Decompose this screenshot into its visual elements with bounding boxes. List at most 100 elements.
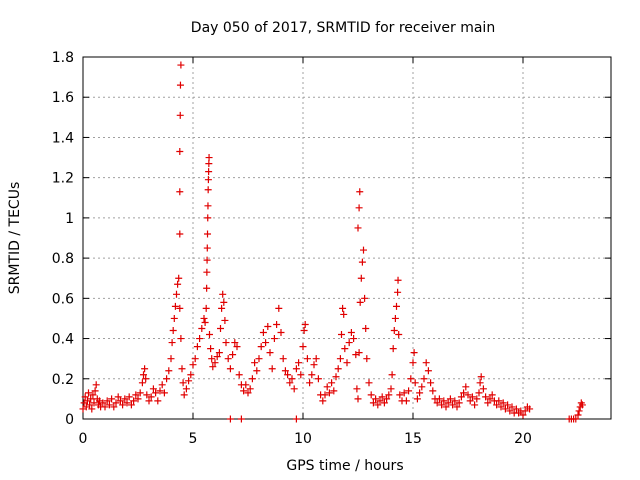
data-point [87,395,95,403]
data-point [292,365,300,373]
data-point [374,401,382,409]
data-point [405,387,413,395]
data-point [389,345,397,353]
data-point [160,389,168,397]
data-point [222,339,230,347]
data-point [455,399,463,407]
data-point [350,335,358,343]
axis-ticks [82,56,611,420]
data-point [123,399,131,407]
data-point [424,367,432,375]
data-point [506,407,514,415]
data-point [176,81,184,89]
data-point [369,399,377,407]
data-point [372,395,380,403]
data-point [575,407,583,415]
data-point [240,387,248,395]
data-point [284,371,292,379]
data-point [92,381,100,389]
data-point [362,325,370,332]
data-point [343,359,351,367]
data-point [355,204,363,212]
data-point [224,355,232,363]
x-tick-label: 10 [294,431,312,447]
data-point [196,335,204,343]
data-point [202,304,210,312]
data-point [394,288,402,296]
data-point [440,397,448,405]
data-point [251,359,259,367]
data-point [299,343,307,351]
data-point [453,403,461,411]
data-point [409,359,417,367]
data-point [167,355,175,363]
data-point [205,168,213,176]
data-point [468,393,476,401]
data-point [220,298,228,306]
data-point [229,351,237,359]
data-point [367,391,375,399]
data-point [462,383,470,391]
data-point [504,401,512,409]
data-point [292,415,300,423]
data-point [176,188,184,196]
data-point [488,391,496,399]
data-point [191,355,199,363]
data-point [176,230,184,238]
data-point [147,393,155,401]
y-tick-label: 0.6 [52,291,74,307]
data-point [253,367,261,375]
data-point [268,365,276,373]
data-point [526,405,534,413]
data-point [257,343,265,351]
data-point [460,389,468,397]
x-axis-label: GPS time / hours [286,458,403,474]
data-point [444,399,452,407]
data-point [132,391,140,399]
data-point [378,393,386,401]
data-point [171,302,179,310]
x-tick-label: 0 [79,431,88,447]
data-point [179,379,187,387]
data-point [244,389,252,397]
data-point [391,314,399,322]
data-point [154,397,162,405]
data-point [178,365,186,373]
data-point [187,371,195,379]
data-point [310,361,318,369]
data-point [121,395,129,403]
data-point [396,391,404,399]
data-point [400,389,408,397]
plot-frame [82,56,612,420]
data-point [110,403,118,411]
data-point [213,353,221,361]
data-point [127,401,135,409]
data-point [290,385,298,393]
data-point [341,345,349,353]
data-point [211,359,219,367]
data-point [259,329,267,337]
data-point [330,387,338,395]
data-point [297,371,305,379]
data-point [169,327,177,335]
data-point [353,385,361,393]
data-point [226,365,234,373]
data-point [185,377,193,385]
y-axis-label: SRMTID / TECUs [7,182,23,295]
data-point [451,397,459,405]
data-point [204,230,212,238]
data-point [413,395,421,403]
data-point [416,389,424,397]
data-point [411,379,419,387]
data-point [486,395,494,403]
data-point [395,331,403,339]
data-point [357,274,365,282]
data-point [457,393,465,401]
data-point [354,395,362,403]
data-point [219,290,227,298]
data-point [281,367,289,375]
data-point [176,148,184,156]
data-point [286,379,294,387]
data-point [270,335,278,343]
